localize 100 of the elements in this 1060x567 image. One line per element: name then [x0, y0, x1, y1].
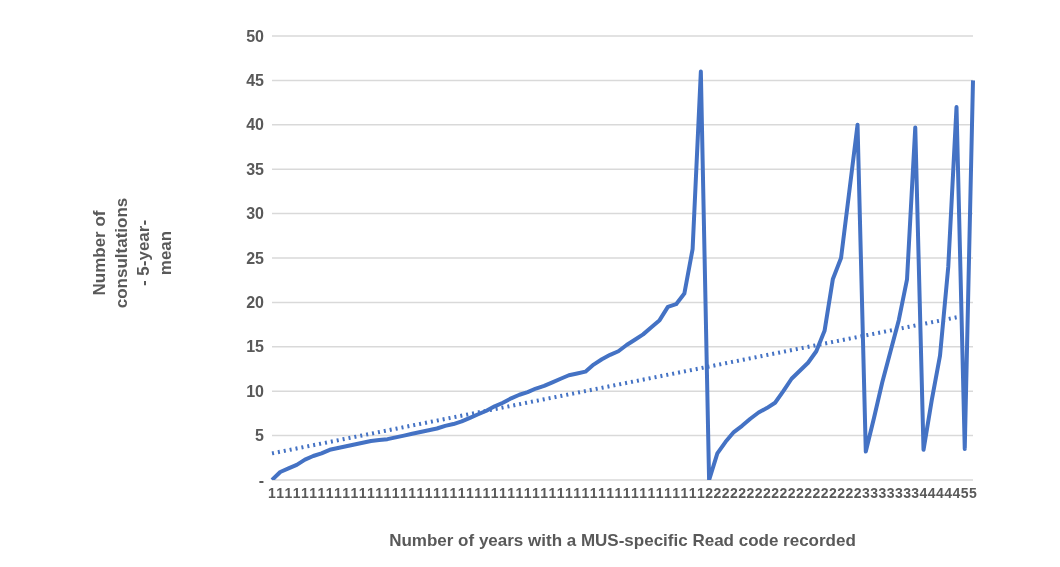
x-tick-label: 4	[919, 484, 928, 501]
x-tick-label: 3	[886, 484, 895, 501]
x-tick-label: 2	[853, 484, 862, 501]
x-tick-label: 1	[507, 484, 516, 501]
x-tick-label: 1	[449, 484, 458, 501]
x-tick-label: 1	[383, 484, 392, 501]
x-tick-label: 1	[334, 484, 343, 501]
x-tick-label: 1	[606, 484, 615, 501]
x-tick-label: 2	[828, 484, 837, 501]
x-tick-label: 4	[944, 484, 953, 501]
x-tick-label: 1	[696, 484, 705, 501]
x-tick-label: 5	[960, 484, 969, 501]
x-tick-label: 1	[284, 484, 293, 501]
x-tick-label: 1	[441, 484, 450, 501]
x-tick-label: 3	[878, 484, 887, 501]
x-tick-label: 1	[325, 484, 334, 501]
x-tick-label: 1	[655, 484, 664, 501]
y-tick-label: 45	[246, 72, 265, 90]
x-tick-label: 3	[911, 484, 920, 501]
x-tick-label: 1	[622, 484, 631, 501]
x-tick-label: 5	[969, 484, 978, 501]
x-tick-label: 1	[309, 484, 318, 501]
x-tick-label: 1	[688, 484, 697, 501]
x-tick-label: 1	[556, 484, 565, 501]
x-tick-label: 1	[565, 484, 573, 501]
x-tick-label: 1	[416, 484, 425, 501]
x-tick-label: 1	[490, 484, 499, 501]
x-tick-label: 2	[754, 484, 763, 501]
x-tick-label: 2	[837, 484, 846, 501]
x-tick-label: 1	[647, 484, 656, 501]
x-tick-label: 1	[466, 484, 475, 501]
y-tick-label: 15	[246, 338, 265, 356]
x-tick-label: 2	[729, 484, 738, 501]
x-tick-label: 1	[482, 484, 491, 501]
x-tick-label: 1	[474, 484, 483, 501]
y-tick-label: -	[258, 471, 264, 489]
y-axis-title: Number of consultations - 5-year-mean	[89, 197, 176, 309]
x-tick-label: 1	[540, 484, 549, 501]
x-tick-label: 1	[532, 484, 541, 501]
x-tick-label: 1	[391, 484, 400, 501]
x-tick-label: 2	[746, 484, 755, 501]
x-tick-label: 1	[292, 484, 301, 501]
x-tick-label: 1	[663, 484, 672, 501]
x-tick-label: 1	[342, 484, 351, 501]
x-tick-label: 1	[523, 484, 532, 501]
x-tick-label: 4	[952, 484, 961, 501]
x-tick-label: 1	[317, 484, 326, 501]
x-tick-label: 2	[795, 484, 804, 501]
y-tick-label: 30	[246, 205, 265, 223]
x-tick-label: 2	[705, 484, 714, 501]
x-tick-label: 1	[276, 484, 285, 501]
x-tick-label: 1	[672, 484, 681, 501]
x-tick-label: 3	[894, 484, 903, 501]
x-tick-label: 2	[820, 484, 829, 501]
y-tick-label: 5	[255, 427, 265, 445]
x-tick-label: 2	[738, 484, 747, 501]
y-tick-label: 50	[246, 27, 265, 45]
x-tick-label: 1	[268, 484, 277, 501]
x-tick-label: 2	[713, 484, 722, 501]
x-tick-label: 1	[589, 484, 598, 501]
x-tick-label: 4	[927, 484, 936, 501]
x-tick-label: 3	[903, 484, 912, 501]
line-series	[270, 69, 975, 480]
x-tick-label: 1	[597, 484, 606, 501]
x-tick-label: 1	[499, 484, 508, 501]
x-tick-label: 4	[936, 484, 945, 501]
x-tick-label: 2	[804, 484, 813, 501]
y-tick-label: 20	[246, 294, 265, 312]
y-tick-label: 35	[246, 160, 265, 178]
x-tick-label: 1	[367, 484, 376, 501]
x-tick-label: 1	[630, 484, 639, 501]
x-tick-label: 1	[350, 484, 359, 501]
x-tick-label: 3	[861, 484, 870, 501]
y-tick-label: 40	[246, 116, 265, 134]
x-tick-label: 1	[457, 484, 466, 501]
x-tick-label: 2	[721, 484, 730, 501]
x-axis-title: Number of years with a MUS-specific Read code recorded	[389, 531, 856, 550]
x-tick-label: 1	[433, 484, 442, 501]
x-tick-label: 2	[812, 484, 821, 501]
x-tick-label: 1	[301, 484, 310, 501]
x-tick-label: 2	[771, 484, 780, 501]
x-tick-label: 1	[614, 484, 623, 501]
x-tick-label: 1	[548, 484, 557, 501]
x-tick-label: 1	[375, 484, 384, 501]
y-tick-label: 25	[246, 249, 265, 267]
y-tick-label: 10	[246, 382, 265, 400]
x-tick-label: 2	[779, 484, 788, 501]
x-tick-label: 1	[639, 484, 648, 501]
x-tick-label: 3	[870, 484, 879, 501]
x-tick-label: 1	[424, 484, 433, 501]
x-tick-label: 1	[358, 484, 367, 501]
x-tick-label: 1	[581, 484, 590, 501]
x-tick-label: 2	[845, 484, 854, 501]
x-tick-label: 2	[762, 484, 771, 501]
x-tick-label: 1	[515, 484, 524, 501]
x-tick-label: 1	[680, 484, 689, 501]
x-tick-label: 1	[400, 484, 409, 501]
x-tick-label: 1	[573, 484, 582, 501]
x-tick-label: 1	[408, 484, 417, 501]
x-tick-label: 2	[787, 484, 796, 501]
